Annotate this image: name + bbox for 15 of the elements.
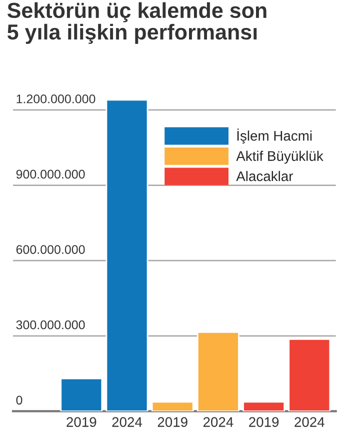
legend-label: Alacaklar — [236, 170, 294, 182]
y-tick-label: 900.000.000 — [16, 170, 85, 179]
chart-title: Sektörün üç kalemde son 5 yıla ilişkin performansı — [7, 2, 266, 44]
legend-label: Aktif Büyüklük — [236, 150, 324, 164]
y-tick-label: 600.000.000 — [16, 245, 85, 254]
x-tick-label: 2019 — [66, 417, 96, 427]
legend-label: İşlem Hacmi — [237, 128, 312, 144]
x-tick-label: 2024 — [294, 417, 324, 427]
x-tick-label: 2024 — [112, 417, 142, 427]
y-tick-label: 0 — [16, 396, 22, 405]
x-tick-label: 2019 — [158, 417, 188, 427]
y-tick-label: 300.000.000 — [16, 320, 85, 330]
y-tick-label: 1.200.000.000 — [16, 94, 96, 104]
x-tick-label: 2024 — [203, 417, 234, 427]
x-tick-label: 2019 — [249, 417, 279, 427]
